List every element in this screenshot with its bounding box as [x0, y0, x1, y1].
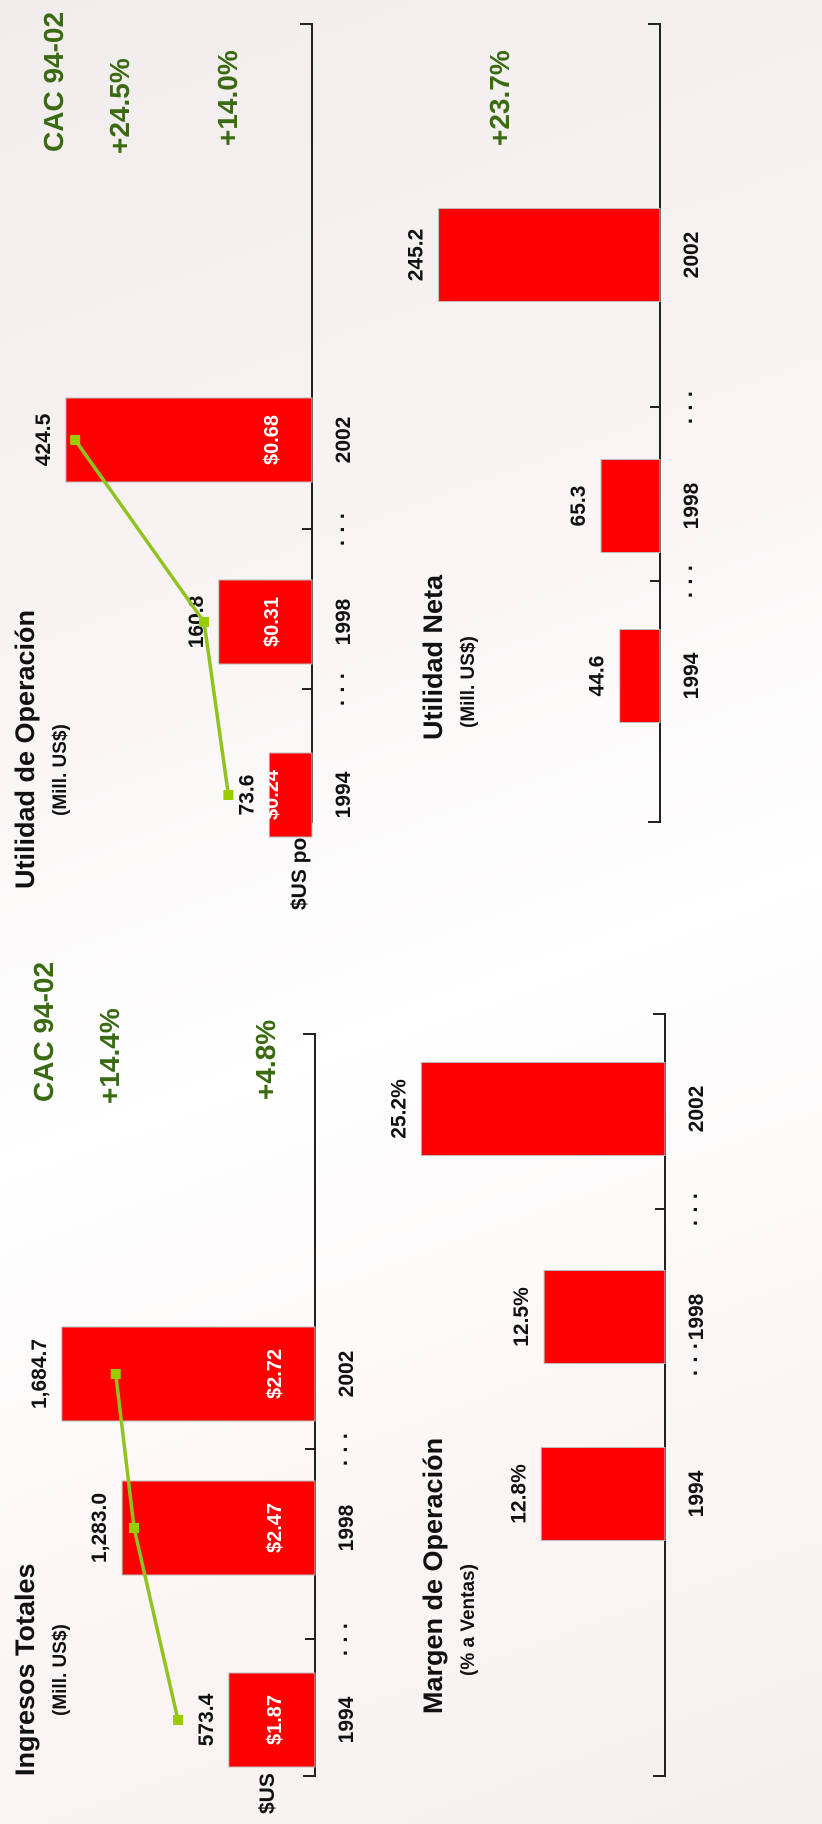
axis-gap-label: · · · — [683, 1342, 708, 1376]
bar — [600, 459, 661, 553]
line-marker — [110, 1369, 121, 1379]
x-tick-label: 1998 — [685, 1293, 708, 1340]
x-tick-label: 1994 — [680, 652, 703, 699]
bar — [65, 397, 313, 483]
line-marker — [129, 1523, 140, 1533]
bar — [228, 1672, 316, 1768]
bar-value-label: 160.8 — [185, 595, 208, 648]
margen-chart-svg: · · · · · · 12.8% 1994 12.5% 1998 25.2% 2002 — [387, 1013, 708, 1777]
per-unit-value-label: $1.87 — [264, 1695, 286, 1745]
x-tick-label: 2002 — [335, 1351, 358, 1398]
line-marker — [173, 1715, 184, 1725]
bar — [543, 1270, 666, 1364]
x-tick-label: 1994 — [332, 771, 355, 818]
x-tick-label: 2002 — [685, 1086, 708, 1133]
bar-value-label: 1,684.7 — [28, 1339, 51, 1409]
bar — [438, 208, 661, 302]
bar — [540, 1447, 666, 1541]
panel-utilidad-neta: Utilidad Neta (Mill. US$) +23.7% · · · · … — [405, 0, 822, 934]
utilidad-operacion-chart-svg: · · · · · · 73.6 1994 160.8 1998 424.5 2002 $0.2… — [32, 23, 355, 838]
x-tick-label: 2002 — [680, 232, 703, 279]
x-tick-label: 2002 — [332, 417, 355, 464]
bar-value-label: 65.3 — [567, 486, 590, 527]
line-marker — [70, 435, 81, 445]
utilidad-neta-chart-svg: · · · · · · 44.6 1994 65.3 1998 245.2 2002 — [405, 23, 703, 823]
axis-gap-label: · · · — [678, 390, 703, 424]
axis-gap-label: · · · — [330, 512, 355, 546]
bar — [121, 1480, 316, 1576]
bar-value-label: 573.4 — [195, 1693, 218, 1746]
bar — [268, 752, 313, 838]
bar — [619, 629, 661, 723]
bar — [420, 1062, 666, 1156]
panel-utilidad-operacion: Utilidad de Operación (Mill. US$) CAC 94… — [0, 0, 410, 934]
x-tick-label: 1994 — [685, 1470, 708, 1517]
bar-value-label: 44.6 — [586, 656, 609, 697]
per-unit-value-label: $0.24 — [261, 769, 283, 820]
per-unit-value-label: $0.31 — [261, 597, 283, 647]
x-tick-label: 1998 — [332, 598, 355, 645]
per-unit-value-label: $2.72 — [264, 1349, 286, 1399]
axis-gap-label: · · · — [683, 1192, 708, 1226]
line-marker — [199, 617, 210, 627]
x-tick-label: 1998 — [680, 482, 703, 529]
bar-value-label: 1,283.0 — [88, 1493, 111, 1563]
line-marker — [223, 790, 234, 800]
bar-value-label: 12.8% — [507, 1464, 530, 1524]
x-tick-label: 1998 — [335, 1504, 358, 1551]
ingresos-chart-svg: · · · · · · 573.4 1994 1,283.0 1998 1,684.7 200… — [28, 1033, 358, 1777]
x-tick-label: 1994 — [335, 1696, 358, 1743]
axis-gap-label: · · · — [678, 564, 703, 598]
per-unit-value-label: $0.68 — [261, 415, 283, 465]
axis-gap-label: · · · — [330, 672, 355, 706]
per-unit-value-label: $2.47 — [264, 1503, 286, 1553]
panel-margen: Margen de Operación (% a Ventas) · · · · … — [387, 934, 822, 1824]
panel-ingresos: Ingresos Totales (Mill. US$) CAC 94-02 +… — [0, 934, 410, 1824]
bar-value-label: 73.6 — [235, 775, 258, 816]
axis-gap-label: · · · — [333, 1622, 358, 1656]
bar-value-label: 25.2% — [387, 1079, 410, 1139]
bar-value-label: 12.5% — [510, 1287, 533, 1347]
bar — [218, 579, 313, 665]
bar-value-label: 424.5 — [32, 413, 55, 466]
bar — [61, 1326, 316, 1422]
axis-gap-label: · · · — [333, 1432, 358, 1466]
bar-value-label: 245.2 — [405, 229, 428, 282]
